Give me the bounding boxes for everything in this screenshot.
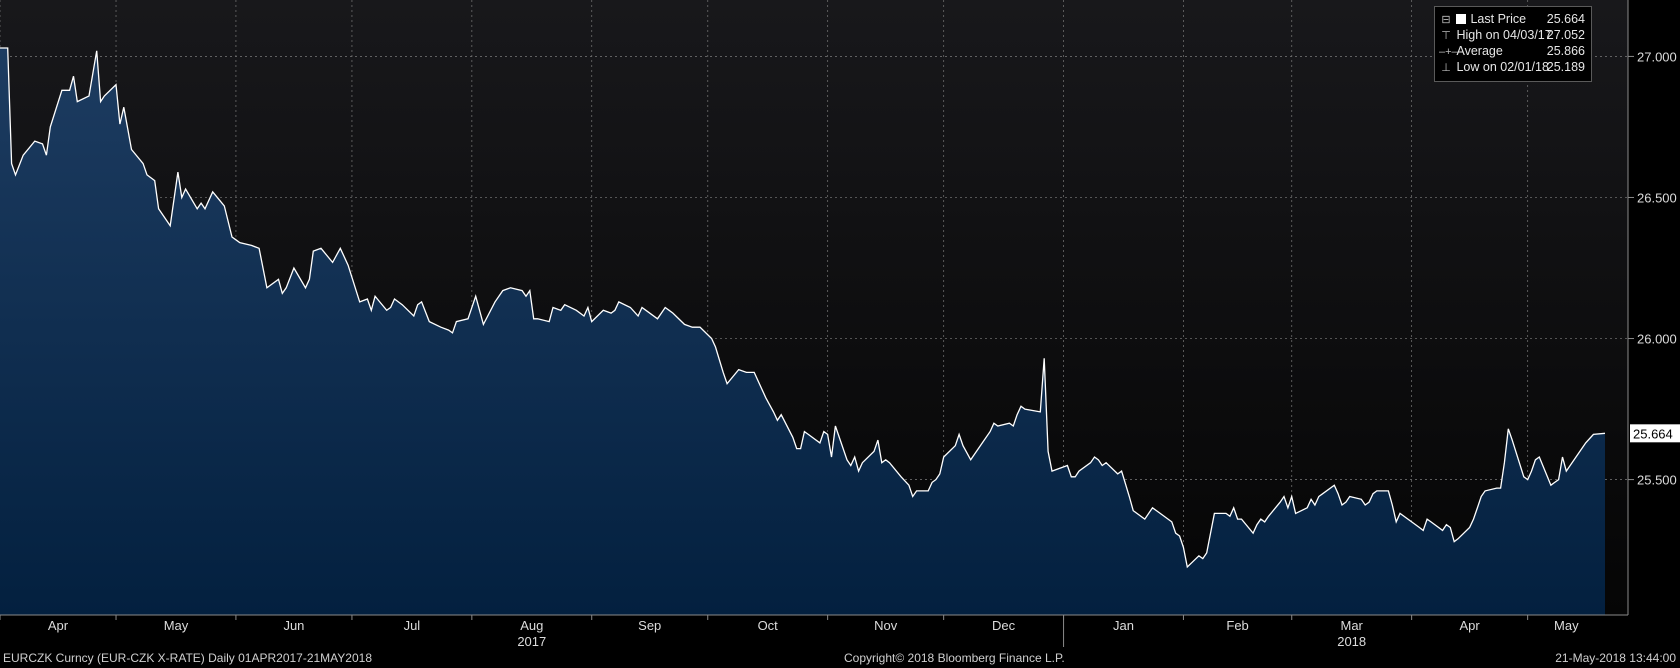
x-tick-label: Jan [1113,618,1134,633]
average-line-icon: –+– [1439,46,1458,58]
legend-toggle-icon[interactable]: ⊟ [1441,14,1451,26]
legend-value: 25.189 [1546,60,1585,74]
y-axis-ticks: 25.500 26.000 26.500 27.000 [1628,49,1677,488]
price-area [0,48,1605,615]
x-tick-label: Sep [638,618,661,633]
x-tick-label: Apr [1460,618,1481,633]
legend-value: 25.866 [1546,44,1585,58]
y-tick-label: 26.000 [1637,332,1677,347]
x-tick-label: Mar [1340,618,1363,633]
x-tick-label: Nov [874,618,898,633]
footer-copyright: Copyright© 2018 Bloomberg Finance L.P. [844,651,1065,665]
last-price-flag-bg [1630,424,1680,443]
x-year-label: 2017 [517,634,546,649]
x-tick-label: May [164,618,189,633]
legend-swatch [1456,14,1467,24]
last-price-flag: 25.664 [1630,424,1680,443]
x-axis-ticks: Apr May Jun Jul Aug Sep Oct Nov Dec Jan Feb Mar Apr M… [0,615,1579,649]
x-tick-label: Dec [992,618,1016,633]
low-marker-icon: ⊥ [1441,62,1451,74]
legend-value: 27.052 [1546,28,1585,42]
x-tick-label: Apr [48,618,69,633]
legend-label: Last Price [1470,12,1527,26]
x-tick-label: Aug [520,618,543,633]
legend-label: Average [1456,44,1503,58]
legend-item-low: ⊥ Low on 02/01/18 25.189 [1439,59,1585,75]
legend-label: High on 04/03/17 [1456,28,1552,42]
footer-timestamp: 21-May-2018 13:44:00 [1555,651,1676,665]
last-price-flag-label: 25.664 [1633,426,1673,441]
legend-item-last-price: ⊟ Last Price 25.664 [1439,11,1585,27]
legend-item-high: ⊤ High on 04/03/17 27.052 [1439,27,1585,43]
y-tick-label: 25.500 [1637,473,1677,488]
x-tick-label: Jul [404,618,421,633]
y-tick-label: 27.000 [1637,49,1677,64]
y-tick-label: 26.500 [1637,190,1677,205]
legend-item-average: –+– Average 25.866 [1439,43,1585,59]
legend-label: Low on 02/01/18 [1456,60,1549,74]
x-tick-label: May [1554,618,1579,633]
x-year-label: 2018 [1337,634,1366,649]
price-line [0,47,1606,569]
high-marker-icon: ⊤ [1441,30,1451,42]
x-tick-label: Oct [758,618,779,633]
legend-value: 25.664 [1546,12,1585,26]
legend: ⊟ Last Price 25.664 ⊤ High on 04/03/17 2… [1434,6,1592,82]
x-tick-label: Feb [1226,618,1248,633]
footer-security-description: EURCZK Curncy (EUR-CZK X-RATE) Daily 01A… [3,651,372,665]
x-tick-label: Jun [283,618,304,633]
